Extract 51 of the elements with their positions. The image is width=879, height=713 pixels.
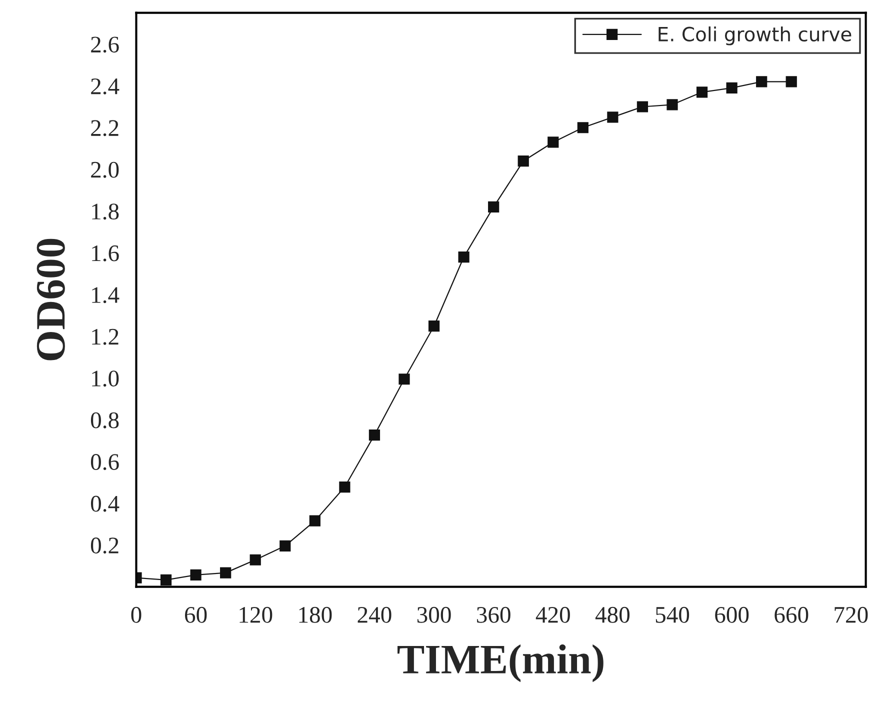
point — [190, 569, 202, 580]
point — [666, 99, 678, 110]
y-tick-label: 2.4 — [91, 78, 120, 94]
point — [607, 112, 618, 123]
y-tick-label: 0.2 — [90, 538, 118, 554]
y-tick-label: 2.6 — [91, 36, 119, 53]
x-tick-label: 180 — [299, 606, 332, 623]
point — [339, 481, 350, 493]
y-tick-label: 1.8 — [92, 204, 119, 220]
x-tick-label: 300 — [417, 606, 451, 623]
x-tick-label: 120 — [240, 606, 272, 623]
point — [756, 76, 768, 88]
point — [548, 136, 559, 148]
y-tick-label: 1.4 — [92, 287, 120, 304]
x-tick-label: 420 — [536, 606, 570, 623]
point — [518, 155, 529, 167]
x-tick-label: 240 — [358, 606, 392, 623]
point — [280, 540, 291, 552]
y-tick-label: 0.6 — [90, 454, 119, 470]
point — [220, 567, 232, 578]
point — [398, 374, 410, 385]
x-tick-label: 0 — [131, 606, 142, 623]
x-axis-title: TIME(min) — [398, 644, 604, 682]
y-tick-label: 2.2 — [91, 120, 118, 136]
x-tick-label: 660 — [774, 606, 808, 623]
point — [488, 201, 500, 212]
point — [250, 554, 261, 566]
x-tick-label: 600 — [715, 606, 749, 623]
y-tick-label: 2.0 — [91, 162, 119, 178]
point — [309, 515, 320, 526]
point — [577, 122, 588, 134]
y-tick-label: 0.4 — [90, 496, 120, 512]
point — [368, 430, 380, 441]
point — [726, 82, 738, 94]
x-tick-label: 540 — [656, 606, 690, 623]
point — [458, 251, 470, 263]
point — [786, 76, 797, 88]
y-axis-title: OD600 — [36, 238, 65, 360]
x-tick-label: 480 — [595, 606, 630, 623]
legend-label: E. Coli growth curve — [658, 26, 852, 46]
y-tick-label: 1.0 — [92, 370, 119, 387]
point — [428, 320, 440, 332]
point — [636, 101, 648, 112]
y-tick-label: 0.8 — [90, 412, 119, 428]
x-tick-label: 60 — [185, 606, 207, 623]
x-tick-label: 360 — [477, 606, 510, 623]
y-tick-label: 1.6 — [92, 245, 119, 262]
point — [160, 574, 172, 586]
y-tick-label: 1.2 — [92, 328, 118, 345]
point — [696, 86, 708, 98]
x-tick-label: 720 — [834, 606, 868, 623]
